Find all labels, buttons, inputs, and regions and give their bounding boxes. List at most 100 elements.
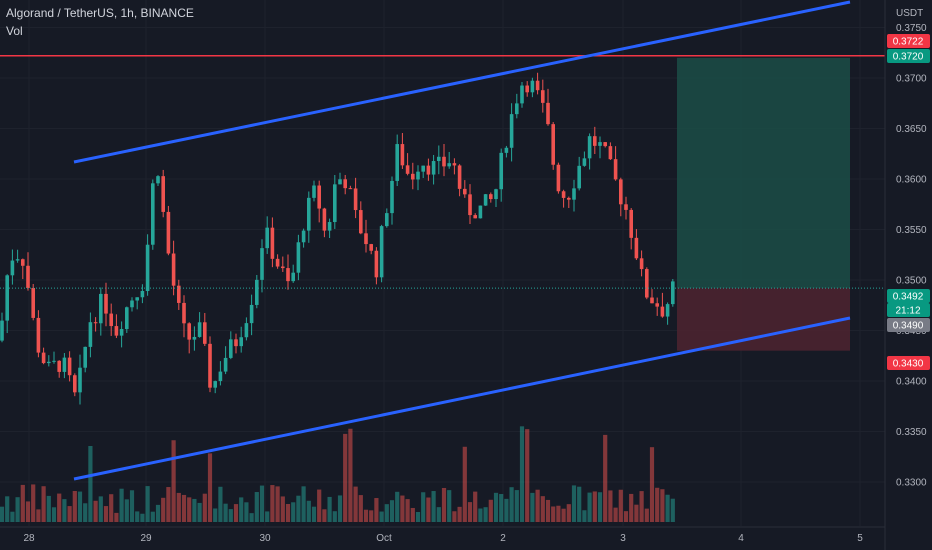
volume-legend: Vol: [6, 24, 23, 38]
drawings[interactable]: [0, 0, 885, 481]
price-tick-label: 0.3550: [896, 225, 927, 236]
volume-bar: [639, 491, 644, 522]
volume-bar: [603, 434, 608, 522]
volume-bar: [509, 487, 514, 522]
volume-bar: [280, 496, 285, 522]
candle-body: [312, 185, 316, 198]
volume-bar: [441, 487, 447, 522]
candle-body: [603, 142, 607, 147]
candle-body: [229, 339, 233, 358]
long-position-tool[interactable]: [677, 57, 850, 351]
candle-body: [145, 244, 150, 291]
candle-body: [36, 317, 41, 353]
price-label-text: 0.3722: [893, 37, 924, 48]
volume-bar: [670, 498, 675, 522]
candle-body: [629, 209, 633, 238]
candle-body: [338, 179, 342, 185]
price-tick-label: 0.3600: [896, 175, 927, 186]
volume-bar: [197, 502, 202, 522]
volume-bar: [405, 499, 410, 522]
candle-body: [572, 188, 576, 200]
volume-bar: [31, 484, 36, 522]
candle-body: [405, 165, 410, 174]
volume-bar: [218, 486, 223, 522]
volume-bar: [436, 507, 441, 522]
candle-body: [650, 297, 654, 304]
candle-body: [411, 173, 415, 180]
channel-lower-line: [73, 316, 851, 481]
price-tick-label: 0.3300: [896, 478, 927, 489]
time-tick-label: 29: [140, 533, 152, 544]
volume-bar: [155, 504, 161, 522]
volume-bar: [592, 491, 597, 522]
price-axis[interactable]: 0.3750 0.3700 0.3650 0.3600 0.3550 0.3500 0.34…: [884, 0, 932, 550]
price-label-tag: [887, 289, 930, 303]
symbol-title: Algorand / TetherUS, 1h, BINANCE: [6, 6, 194, 20]
candle-body: [613, 159, 618, 180]
volume-bars: [0, 426, 675, 522]
price-label-text: 0.3430: [893, 359, 924, 370]
candle-body: [400, 144, 405, 166]
volume-bar: [369, 510, 374, 522]
price-label-tag: [887, 318, 930, 332]
candle-body: [442, 156, 446, 167]
volume-bar: [5, 496, 10, 522]
candle-body: [5, 275, 9, 321]
price-axis-bg: [885, 0, 932, 550]
volume-bar: [582, 510, 587, 522]
volume-bar: [556, 505, 561, 522]
candle-body: [660, 306, 665, 317]
volume-bar: [301, 486, 306, 522]
candle-body: [125, 307, 129, 330]
candle-body: [21, 259, 25, 266]
price-label-tag: [887, 356, 930, 370]
volume-bar: [88, 445, 93, 522]
volume-bar: [25, 501, 31, 522]
volume-bar: [374, 498, 379, 522]
time-axis[interactable]: 28 29 30 Oct 2 3 4 5: [0, 526, 885, 544]
volume-bar: [395, 491, 400, 522]
candle-body: [489, 194, 493, 200]
candle-body: [197, 322, 202, 337]
candle-body: [104, 293, 108, 314]
candle-body: [556, 164, 561, 192]
price-label-text: 0.3490: [893, 321, 924, 332]
volume-bar: [213, 508, 218, 522]
time-tick-label: 30: [259, 533, 271, 544]
candle-body: [353, 188, 358, 211]
volume-bar: [618, 489, 623, 522]
time-tick-label: Oct: [376, 533, 392, 544]
candlestick-series: [0, 72, 675, 405]
chart-legend: Algorand / TetherUS, 1h, BINANCE Vol: [6, 6, 194, 39]
candle-body: [395, 144, 399, 181]
volume-bar: [270, 485, 275, 522]
volume-bar: [337, 495, 343, 522]
candle-body: [208, 343, 212, 388]
volume-bar: [67, 506, 72, 522]
candle-body: [421, 165, 425, 172]
volume-bar: [488, 499, 493, 522]
candle-body: [494, 189, 498, 200]
volume-bar: [608, 490, 613, 522]
candle-body: [182, 302, 186, 324]
volume-bar: [483, 507, 488, 522]
candle-body: [83, 346, 87, 368]
volume-bar: [15, 497, 20, 522]
volume-bar: [202, 493, 207, 522]
candle-body: [15, 259, 20, 261]
volume-bar: [161, 497, 166, 522]
volume-bar: [535, 489, 540, 522]
candle-body: [348, 188, 353, 190]
volume-bar: [114, 512, 119, 522]
volume-bar: [291, 502, 296, 522]
volume-bar: [493, 492, 499, 522]
volume-bar: [244, 502, 249, 522]
volume-bar: [473, 491, 478, 522]
volume-bar: [504, 498, 509, 522]
volume-bar: [317, 489, 322, 522]
volume-bar: [296, 495, 301, 522]
candle-body: [88, 322, 93, 347]
candle-body: [67, 357, 72, 376]
candle-body: [457, 165, 462, 189]
